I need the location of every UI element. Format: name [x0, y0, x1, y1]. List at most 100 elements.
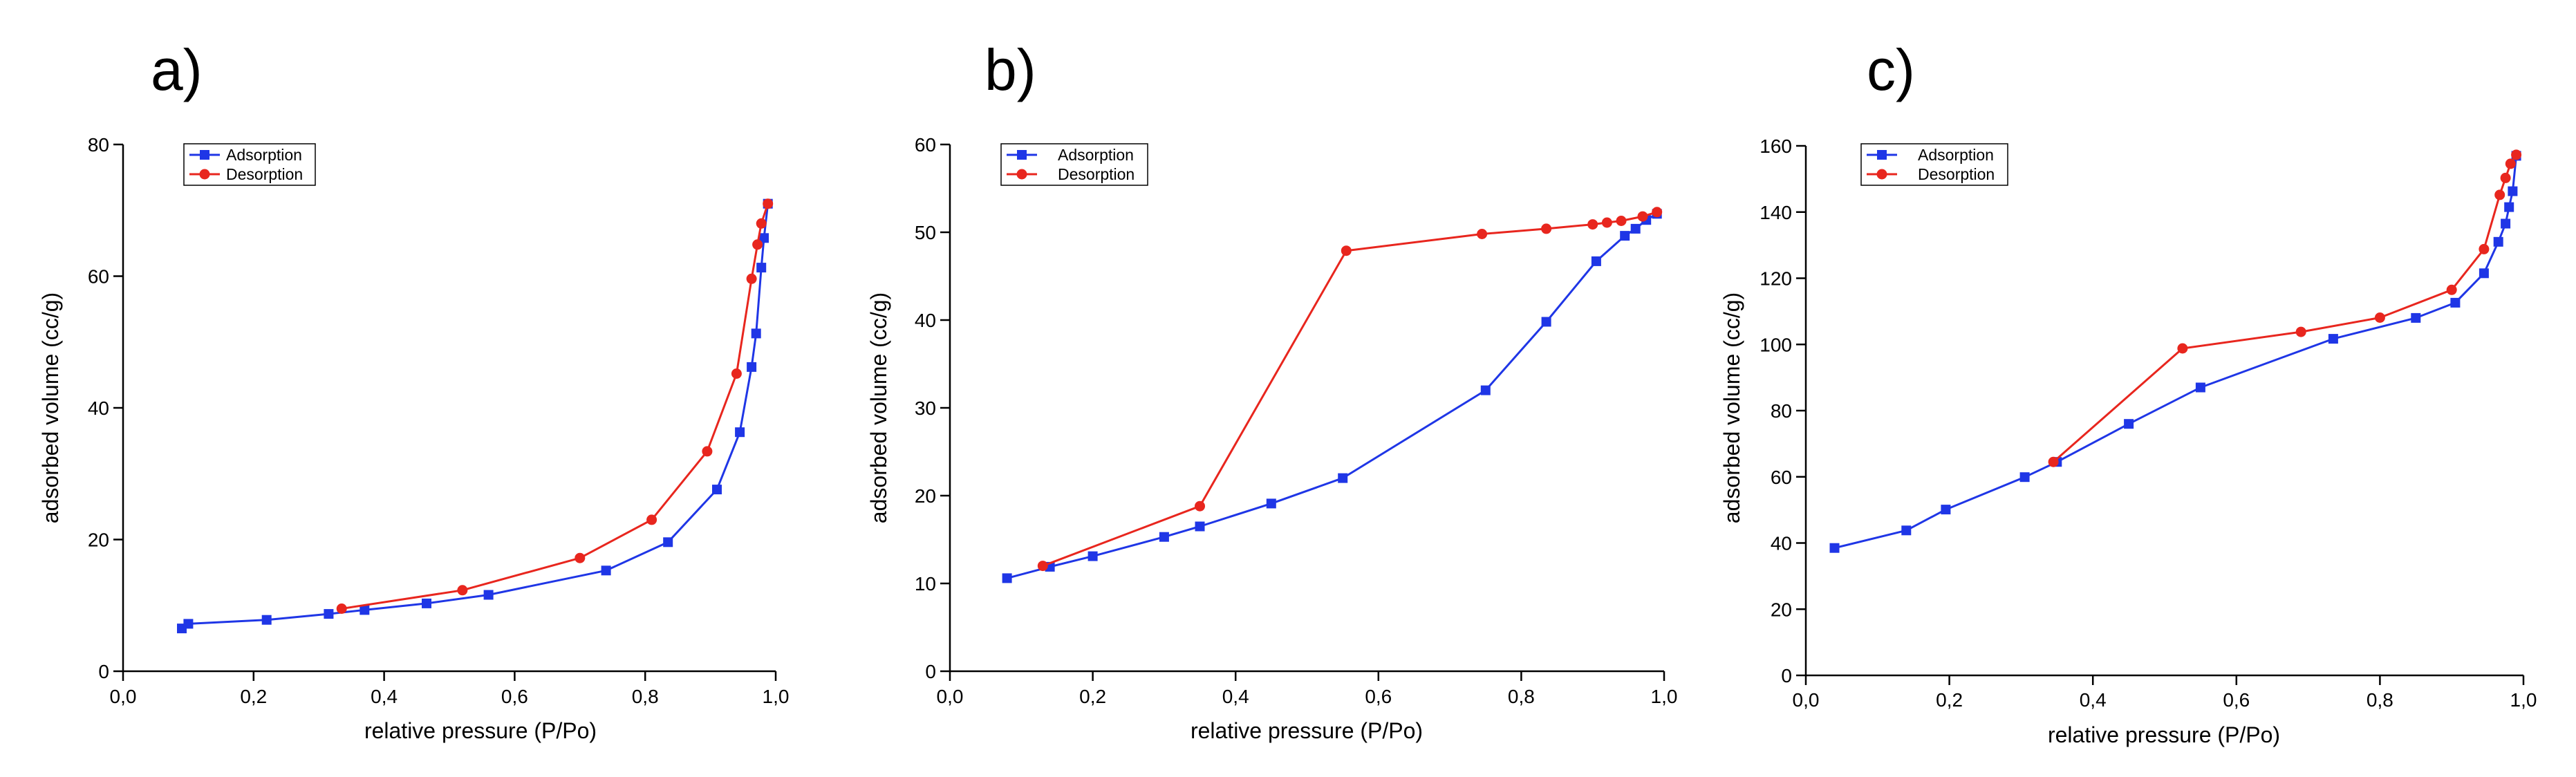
x-axis-title-a: relative pressure (P/Po): [364, 718, 597, 743]
data-point-adsorption: [759, 233, 769, 243]
data-point-desorption: [731, 368, 742, 379]
x-tick-label: 0,2: [1079, 686, 1106, 707]
data-point-desorption: [746, 273, 757, 284]
data-point-adsorption: [1541, 317, 1551, 327]
legend-label-adsorption: Adsorption: [226, 146, 302, 164]
x-axis-title-b: relative pressure (P/Po): [1191, 718, 1423, 743]
data-point-adsorption: [756, 263, 767, 273]
x-tick-label: 0,8: [1508, 686, 1535, 707]
data-point-desorption: [763, 198, 774, 209]
panel-label-b: b): [984, 37, 1036, 102]
series-line-desorption: [2053, 154, 2517, 463]
data-point-adsorption: [1338, 473, 1348, 483]
data-point-adsorption: [601, 565, 611, 576]
series-line-desorption: [341, 203, 769, 610]
y-tick-label: 50: [915, 222, 936, 243]
y-ticks-b: 0 10 20 30 40 50 60: [915, 134, 950, 682]
data-point-adsorption: [747, 362, 757, 372]
panel-label-c: c): [1867, 37, 1915, 102]
data-point-desorption: [1652, 207, 1663, 218]
data-point-adsorption: [1195, 521, 1205, 532]
legend-marker-desorption: [1876, 169, 1887, 180]
data-point-adsorption: [1829, 543, 1840, 553]
y-tick-label: 120: [1760, 268, 1792, 290]
data-point-desorption: [1195, 500, 1205, 512]
data-point-adsorption: [483, 590, 494, 600]
legend-b: Adsorption Desorption: [1000, 143, 1148, 186]
data-point-desorption: [1477, 229, 1488, 239]
x-ticks-a: 0,0 0,2 0,4 0,6 0,8 1,0: [110, 671, 790, 707]
data-point-adsorption: [360, 605, 370, 615]
x-axis-title-c: relative pressure (P/Po): [2048, 722, 2280, 747]
y-axis-title-c: adsorbed volume (cc/g): [1719, 292, 1744, 523]
x-tick-label: 0,6: [501, 686, 528, 707]
x-tick-label: 0,0: [1793, 689, 1820, 711]
y-tick-label: 80: [1771, 400, 1792, 422]
x-tick-label: 0,2: [1936, 689, 1963, 711]
data-point-desorption: [2479, 243, 2490, 254]
data-point-desorption: [646, 514, 657, 525]
data-point-desorption: [2177, 343, 2188, 354]
y-ticks-a: 0 20 40 60 80: [88, 134, 123, 682]
chart-panel-a: a) adsorbed volume (cc/g) relative press…: [38, 37, 789, 743]
legend-marker-adsorption: [200, 150, 209, 160]
data-point-desorption: [1616, 216, 1627, 226]
y-axis-title-a: adsorbed volume (cc/g): [38, 292, 63, 523]
x-tick-label: 0,4: [1222, 686, 1249, 707]
data-point-desorption: [752, 239, 763, 250]
data-point-adsorption: [2019, 472, 2030, 483]
data-point-adsorption: [2328, 334, 2338, 344]
data-point-desorption: [2446, 284, 2457, 295]
y-tick-label: 30: [915, 397, 936, 419]
legend-marker-adsorption: [1877, 150, 1887, 160]
data-point-adsorption: [1266, 498, 1276, 509]
y-tick-label: 0: [1781, 665, 1792, 686]
data-point-adsorption: [663, 537, 673, 547]
y-tick-label: 20: [1771, 599, 1792, 620]
data-point-adsorption: [2493, 236, 2503, 247]
y-ticks-c: 0 20 40 60 80 100 120 140 160: [1760, 135, 1806, 686]
legend-c: Adsorption Desorption: [1860, 143, 2008, 186]
data-point-adsorption: [2479, 268, 2489, 279]
legend-marker-adsorption: [1017, 150, 1027, 160]
y-tick-label: 60: [88, 266, 109, 288]
data-point-desorption: [2295, 326, 2306, 337]
data-point-adsorption: [1941, 505, 1951, 515]
x-tick-label: 1,0: [763, 686, 790, 707]
data-point-adsorption: [2508, 186, 2518, 196]
chart-panel-b: b) adsorbed volume (cc/g) relative press…: [866, 37, 1677, 743]
legend-label-adsorption: Adsorption: [1918, 146, 1994, 164]
data-point-adsorption: [1159, 532, 1169, 542]
y-tick-label: 10: [915, 573, 936, 595]
data-point-adsorption: [2504, 202, 2514, 212]
x-tick-label: 0,6: [1365, 686, 1392, 707]
data-point-adsorption: [422, 598, 431, 608]
legend-label-desorption: Desorption: [1918, 165, 1995, 183]
data-point-adsorption: [183, 619, 194, 629]
legend-label-desorption: Desorption: [226, 165, 303, 183]
series-line-desorption: [1042, 211, 1658, 568]
x-tick-label: 0,0: [110, 686, 137, 707]
x-ticks-c: 0,0 0,2 0,4 0,6 0,8 1,0: [1793, 675, 2537, 711]
data-point-adsorption: [712, 485, 722, 495]
data-point-adsorption: [1088, 551, 1098, 561]
data-point-adsorption: [751, 328, 761, 339]
data-point-adsorption: [1620, 231, 1630, 241]
data-point-desorption: [575, 552, 586, 563]
data-point-adsorption: [735, 427, 745, 438]
chart-panel-c: c) adsorbed volume (cc/g) relative press…: [1719, 37, 2537, 747]
x-tick-label: 0,2: [240, 686, 267, 707]
data-point-adsorption: [324, 609, 334, 619]
data-point-adsorption: [261, 615, 272, 625]
x-tick-label: 0,8: [2367, 689, 2393, 711]
x-tick-label: 0,8: [632, 686, 659, 707]
data-point-desorption: [457, 585, 468, 596]
data-point-adsorption: [2450, 297, 2461, 308]
data-point-desorption: [1637, 211, 1648, 222]
data-point-desorption: [2494, 189, 2505, 200]
y-tick-label: 140: [1760, 202, 1792, 223]
plot-area-b: [1002, 207, 1663, 583]
data-point-desorption: [1341, 245, 1352, 256]
data-point-desorption: [2511, 149, 2522, 160]
